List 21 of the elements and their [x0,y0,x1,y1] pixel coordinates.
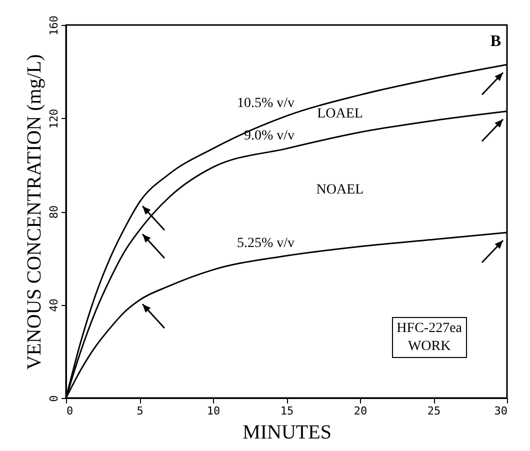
x-tick-label: 25 [427,404,441,418]
series-label: 5.25% v/v [236,236,294,251]
y-tick-label: 160 [48,16,60,36]
series-label: 9.0% v/v [244,128,294,144]
x-axis-title: MINUTES [242,422,332,444]
annotation: LOAEL [317,106,363,122]
x-tick-label: 20 [354,404,368,418]
x-tick-label: 5 [136,404,144,418]
annotation: HFC-227ea WORK [392,317,467,358]
series-label: 10.5% v/v [236,96,294,111]
y-tick-label: 40 [48,298,60,312]
chart-title: B [490,33,502,50]
x-tick-label: 0 [66,404,74,418]
y-axis-title: VENOUS CONCENTRATION (mg/L) [24,54,46,370]
y-tick-label: 0 [48,395,60,402]
x-tick-label: 30 [494,404,508,418]
x-tick-label: 10 [206,404,220,418]
annotation: NOAEL [316,182,364,198]
x-tick-label: 15 [280,404,294,418]
y-tick-label: 120 [48,108,60,129]
y-tick-label: 80 [48,205,60,219]
